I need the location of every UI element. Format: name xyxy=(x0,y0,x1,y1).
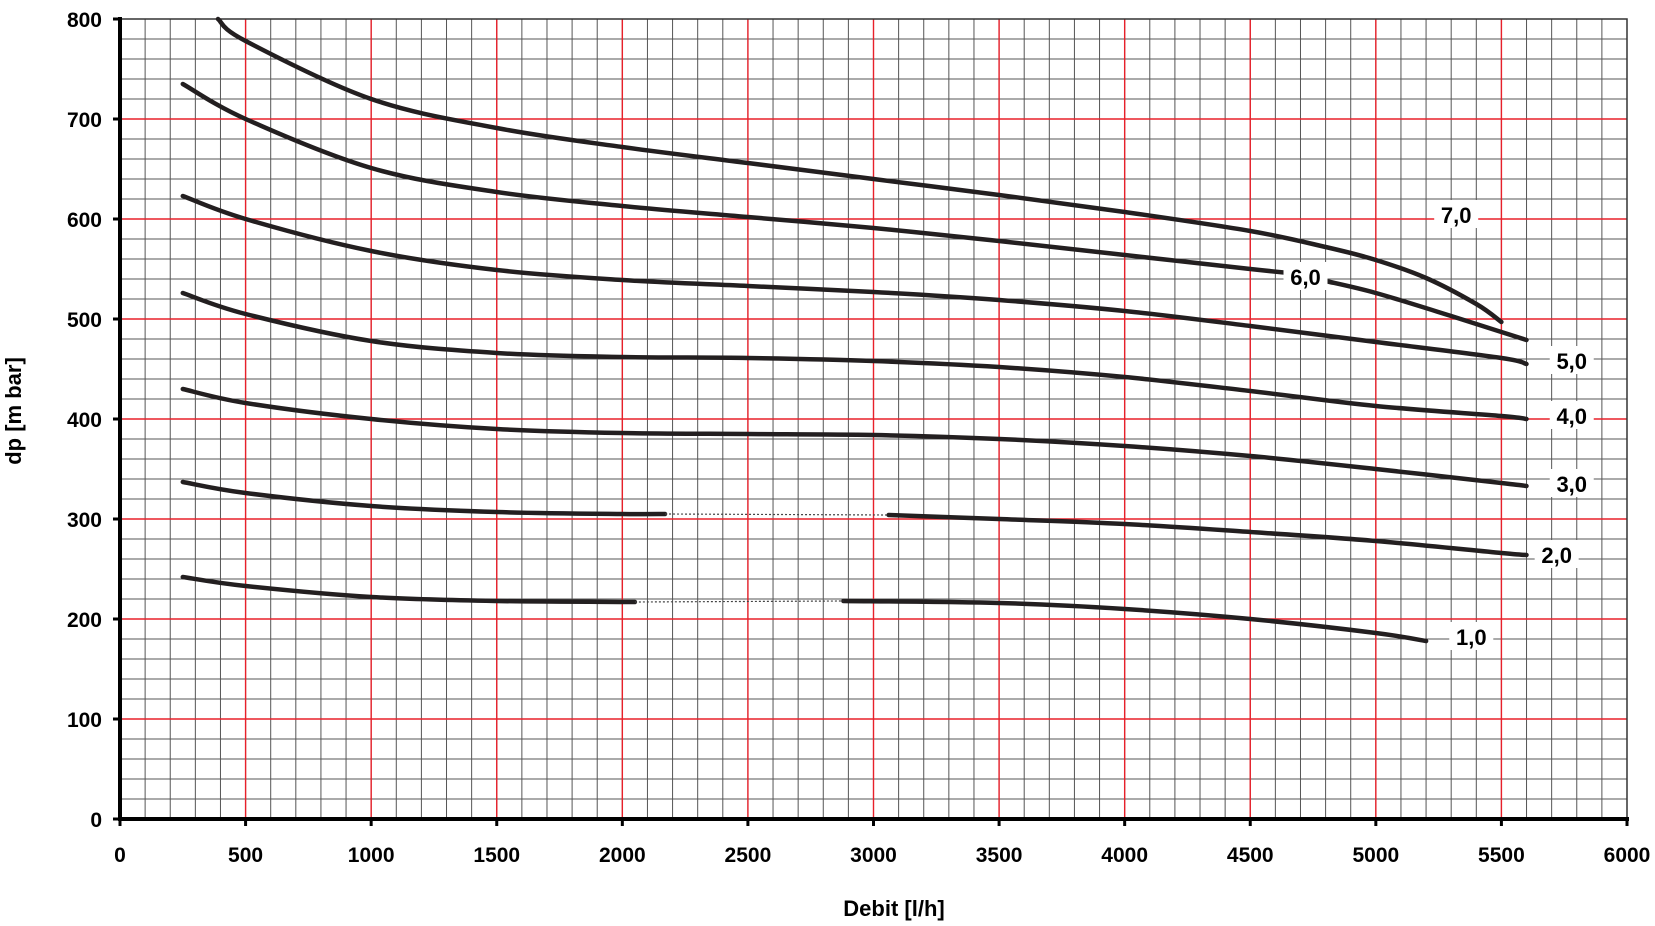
series-label-bg xyxy=(1534,540,1579,568)
series-label-text: 5,0 xyxy=(1556,349,1587,374)
series-label-6-0: 6,0 xyxy=(1283,262,1328,290)
series-3-0 xyxy=(180,386,1529,489)
x-tick-label: 3500 xyxy=(976,844,1023,867)
series-2-0 xyxy=(180,479,1529,558)
series-6-0 xyxy=(180,81,1529,343)
x-tick-label: 5500 xyxy=(1478,844,1525,867)
series-label-3-0: 3,0 xyxy=(1549,469,1594,497)
x-tick-label: 2500 xyxy=(725,844,772,867)
x-tick-labels: 0 500 1000 1500 2000 2500 3000 3500 4000 4500 5000… xyxy=(114,844,1650,867)
series-label-bg xyxy=(1283,262,1328,290)
series-line-4-0 xyxy=(180,290,1529,422)
series-line-2-0 xyxy=(886,512,1529,558)
series-label-text: 4,0 xyxy=(1556,404,1587,429)
series-label-bg xyxy=(1549,469,1594,497)
series-line-7-0 xyxy=(215,16,1504,325)
y-tick-label: 500 xyxy=(67,309,102,332)
series-5-0 xyxy=(180,193,1529,367)
x-tick-label: 4000 xyxy=(1101,844,1148,867)
y-tick-label: 0 xyxy=(90,809,102,832)
series-label-text: 3,0 xyxy=(1556,472,1587,497)
y-tick-label: 200 xyxy=(67,609,102,632)
series-label-1-0: 1,0 xyxy=(1449,622,1494,650)
x-tick-label: 2000 xyxy=(599,844,646,867)
x-tick-label: 500 xyxy=(228,844,263,867)
series-label-bg xyxy=(1549,401,1594,429)
series-4-0 xyxy=(180,290,1529,422)
series-label-4-0: 4,0 xyxy=(1549,401,1594,429)
x-tick-label: 1500 xyxy=(473,844,520,867)
series-label-text: 2,0 xyxy=(1541,543,1572,568)
y-tick-label: 700 xyxy=(67,109,102,132)
y-tick-label: 600 xyxy=(67,209,102,232)
y-axis-title: dp [m bar] xyxy=(1,357,26,465)
series-labels: 1,0 2,0 3,0 4,0 5,0 6,0 7,0 xyxy=(1283,200,1594,650)
series-label-text: 6,0 xyxy=(1290,265,1321,290)
series-label-text: 7,0 xyxy=(1441,203,1472,228)
series-line-6-0 xyxy=(180,81,1303,277)
series-line-3-0 xyxy=(180,386,1529,489)
series-label-text: 1,0 xyxy=(1456,625,1487,650)
series-lines xyxy=(180,16,1529,644)
series-label-2-0: 2,0 xyxy=(1534,540,1579,568)
x-axis-title: Debit [l/h] xyxy=(843,896,944,921)
y-tick-label: 400 xyxy=(67,409,102,432)
series-label-7-0: 7,0 xyxy=(1434,200,1479,228)
x-tick-label: 3000 xyxy=(850,844,897,867)
series-line-6-0 xyxy=(1323,278,1529,343)
series-label-bg xyxy=(1434,200,1479,228)
y-tick-label: 100 xyxy=(67,709,102,732)
x-tick-label: 1000 xyxy=(348,844,395,867)
y-tick-label: 800 xyxy=(67,9,102,32)
x-tick-label: 5000 xyxy=(1352,844,1399,867)
series-gap-2-0 xyxy=(665,513,889,516)
series-line-1-0 xyxy=(841,598,1429,644)
y-tick-label: 300 xyxy=(67,509,102,532)
x-tick-label: 6000 xyxy=(1604,844,1651,867)
series-label-bg xyxy=(1549,346,1594,374)
y-tick-labels: 0 100 200 300 400 500 600 700 800 xyxy=(67,9,102,832)
series-line-5-0 xyxy=(180,193,1529,367)
series-label-5-0: 5,0 xyxy=(1549,346,1594,374)
series-label-bg xyxy=(1449,622,1494,650)
x-tick-label: 0 xyxy=(114,844,126,867)
series-line-2-0 xyxy=(180,479,668,517)
x-tick-label: 4500 xyxy=(1227,844,1274,867)
series-gap-1-0 xyxy=(634,600,844,603)
series-1-0 xyxy=(180,574,1429,644)
series-line-1-0 xyxy=(180,574,638,605)
axes xyxy=(113,17,1629,826)
series-7-0 xyxy=(215,16,1504,325)
